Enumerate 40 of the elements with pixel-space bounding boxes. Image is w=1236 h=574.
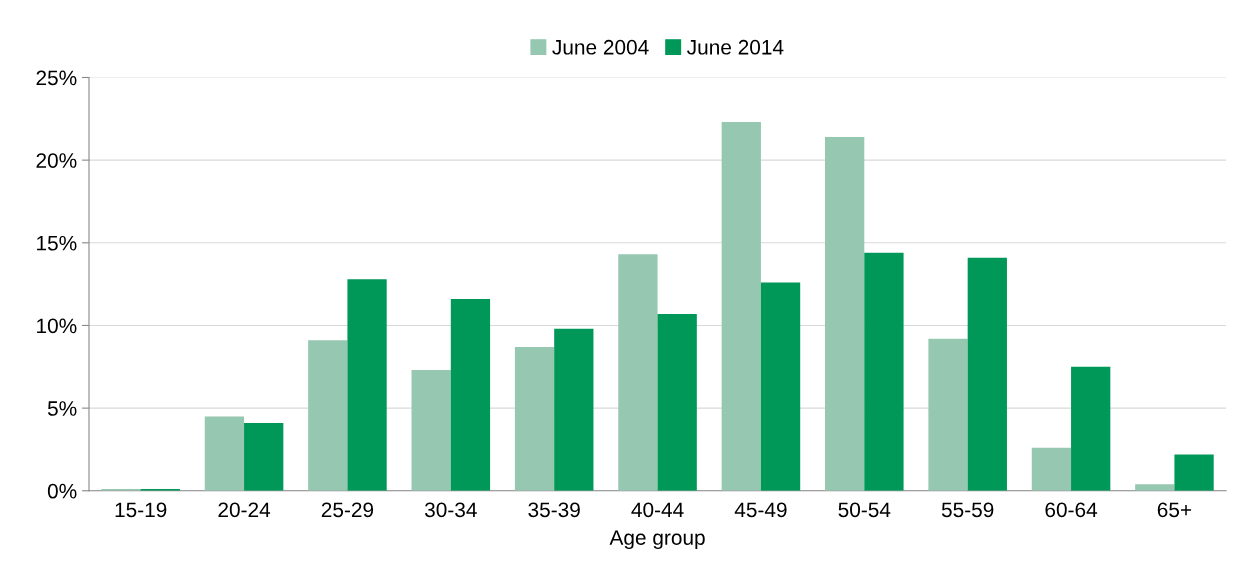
bar <box>864 252 904 491</box>
bar <box>928 338 968 491</box>
x-tick-label: 50-54 <box>838 502 891 518</box>
x-axis-title: Age group <box>609 530 705 550</box>
y-tick-label: 5% <box>47 401 77 416</box>
bar <box>514 346 555 491</box>
y-tick-label: 25% <box>36 70 77 86</box>
y-tick-label: 20% <box>36 153 77 168</box>
bar <box>618 254 658 491</box>
y-tick-label: 10% <box>37 318 77 334</box>
bar <box>1031 447 1072 491</box>
bar <box>721 122 761 491</box>
bar <box>554 328 594 491</box>
bar <box>967 257 1007 491</box>
bar <box>450 299 491 491</box>
y-tick-label: 15% <box>37 235 77 251</box>
x-tick-label: 40-44 <box>631 502 684 518</box>
x-tick-label: 60-64 <box>1045 502 1098 518</box>
bar <box>760 282 801 491</box>
x-tick-label: 65+ <box>1157 502 1192 518</box>
x-tick-label: 20-24 <box>218 502 271 518</box>
x-tick-label: 25-29 <box>321 502 374 518</box>
x-tick-label: 15-19 <box>115 502 167 518</box>
bar <box>204 416 245 491</box>
bar <box>825 137 865 491</box>
x-tick-label: 35-39 <box>528 502 580 518</box>
bar <box>1174 454 1214 491</box>
bar <box>347 279 387 491</box>
bar <box>1135 484 1175 491</box>
y-tick-label: 0% <box>47 483 77 499</box>
legend-label: June 2014 <box>687 39 784 55</box>
bar <box>1071 366 1111 491</box>
bar <box>244 422 284 491</box>
bar <box>308 340 348 491</box>
x-tick-label: 30-34 <box>424 502 477 518</box>
x-tick-label: 55-59 <box>941 502 994 518</box>
bar <box>411 370 451 491</box>
bar <box>657 313 697 491</box>
legend-label: June 2004 <box>552 39 649 55</box>
x-tick-label: 45-49 <box>734 502 787 518</box>
